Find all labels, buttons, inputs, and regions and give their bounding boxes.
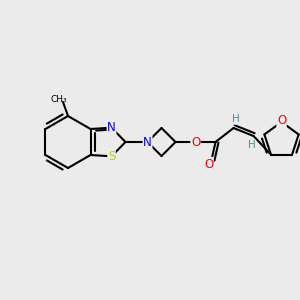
Text: N: N	[143, 136, 152, 148]
Text: H: H	[232, 114, 239, 124]
Text: S: S	[108, 150, 115, 163]
Text: H: H	[248, 140, 255, 150]
Text: O: O	[204, 158, 213, 170]
Text: O: O	[191, 136, 200, 148]
Text: CH₃: CH₃	[51, 94, 67, 103]
Text: O: O	[277, 115, 286, 128]
Text: N: N	[107, 121, 116, 134]
